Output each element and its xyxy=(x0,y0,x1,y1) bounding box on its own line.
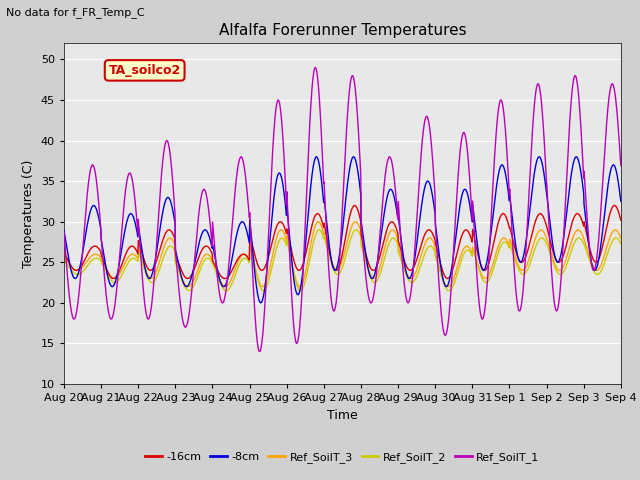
Text: No data for f_FR_Temp_C: No data for f_FR_Temp_C xyxy=(6,7,145,18)
Title: Alfalfa Forerunner Temperatures: Alfalfa Forerunner Temperatures xyxy=(219,23,466,38)
X-axis label: Time: Time xyxy=(327,408,358,421)
Y-axis label: Temperatures (C): Temperatures (C) xyxy=(22,159,35,268)
Legend: -16cm, -8cm, Ref_SoilT_3, Ref_SoilT_2, Ref_SoilT_1: -16cm, -8cm, Ref_SoilT_3, Ref_SoilT_2, R… xyxy=(141,447,544,468)
Text: TA_soilco2: TA_soilco2 xyxy=(109,64,180,77)
